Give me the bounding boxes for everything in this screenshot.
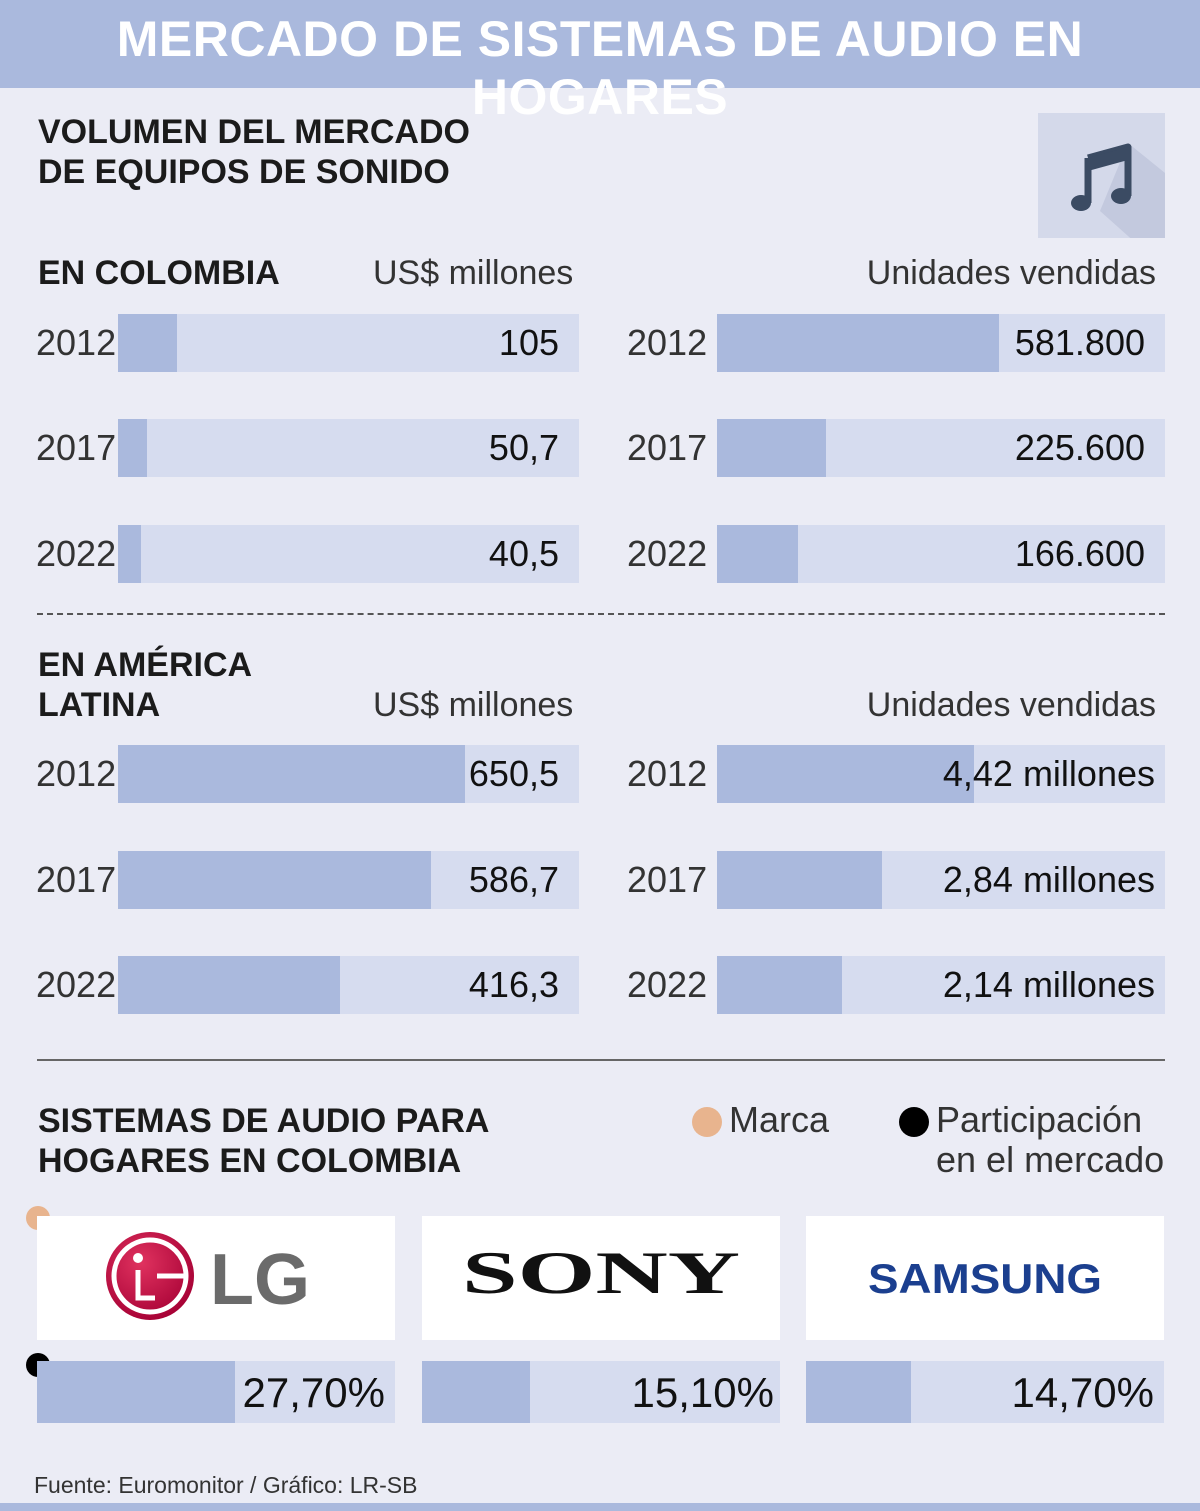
bar-value-label: 105 <box>498 322 559 363</box>
share-value-label: 27,70% <box>242 1369 385 1416</box>
bar-value-label: 2,14 millones <box>942 964 1155 1005</box>
share-track: 14,70% <box>806 1361 1164 1423</box>
bar-track: 166.600 <box>717 525 1165 583</box>
lg-logo: LG <box>106 1232 310 1320</box>
bar <box>717 525 798 583</box>
samsung-wordmark: SAMSUNG <box>868 1255 1102 1302</box>
bar <box>717 745 975 803</box>
year-label: 2012 <box>36 753 117 794</box>
music-note-icon <box>1038 113 1165 238</box>
bar <box>717 314 999 372</box>
bar-value-label: 40,5 <box>488 533 559 574</box>
legend-share-line1: Participación <box>936 1099 1143 1140</box>
sony-logo: SONY <box>462 1240 740 1306</box>
colombia-units-unit: Unidades vendidas <box>866 254 1156 292</box>
share-value-label: 15,10% <box>631 1369 774 1416</box>
bar-value-label: 650,5 <box>468 753 559 794</box>
bar <box>717 851 883 909</box>
year-label: 2022 <box>36 964 117 1005</box>
legend-share-dot <box>899 1107 929 1137</box>
share-track: 15,10% <box>422 1361 780 1423</box>
year-label: 2017 <box>36 859 117 900</box>
source-credit: Fuente: Euromonitor / Gráfico: LR-SB <box>34 1472 418 1498</box>
brand-card-lg: LG <box>37 1216 395 1340</box>
share-bar <box>422 1361 531 1423</box>
bar-value-label: 2,84 millones <box>942 859 1155 900</box>
latam-label: EN AMÉRICA LATINA <box>38 645 252 725</box>
bottom-bar <box>0 1503 1200 1511</box>
bar <box>118 956 340 1014</box>
brand-card-samsung: SAMSUNG <box>806 1216 1164 1340</box>
brands-title-line2: HOGARES EN COLOMBIA <box>38 1142 462 1180</box>
share-value-label: 14,70% <box>1011 1369 1154 1416</box>
bar-track: 2,14 millones <box>717 956 1165 1014</box>
latam-units-unit: Unidades vendidas <box>866 686 1156 724</box>
legend-brand-label: Marca <box>729 1099 830 1140</box>
brands-section-title: SISTEMAS DE AUDIO PARA HOGARES EN COLOMB… <box>38 1101 489 1181</box>
latam-usd-unit: US$ millones <box>373 686 574 724</box>
year-label: 2012 <box>36 322 117 363</box>
year-label: 2022 <box>36 533 117 574</box>
bar-value-label: 586,7 <box>468 859 559 900</box>
latam-label-line2: LATINA <box>38 686 161 724</box>
bar-track: 105 <box>118 314 579 372</box>
bar <box>118 525 141 583</box>
legend-share-line2: en el mercado <box>936 1139 1165 1180</box>
volume-title-line2: DE EQUIPOS DE SONIDO <box>38 153 450 191</box>
samsung-logo: SAMSUNG <box>868 1255 1102 1302</box>
brand-card-sony: SONY <box>422 1216 780 1340</box>
section-divider-dashed <box>37 613 1165 615</box>
bar-value-label: 166.600 <box>1014 533 1145 574</box>
volume-title-line1: VOLUMEN DEL MERCADO <box>38 113 470 151</box>
title-banner: MERCADO DE SISTEMAS DE AUDIO EN HOGARES <box>0 0 1200 125</box>
bar-track: 2,84 millones <box>717 851 1165 909</box>
latam-label-line1: EN AMÉRICA <box>38 646 253 684</box>
bar-track: 586,7 <box>118 851 579 909</box>
page-title: MERCADO DE SISTEMAS DE AUDIO EN HOGARES <box>116 11 1084 125</box>
bar-track: 50,7 <box>118 419 579 477</box>
year-label: 2012 <box>627 753 708 794</box>
share-bar <box>37 1361 236 1423</box>
bar-track: 581.800 <box>717 314 1165 372</box>
bar-value-label: 581.800 <box>1014 322 1145 363</box>
sony-wordmark: SONY <box>462 1240 740 1306</box>
bar-track: 4,42 millones <box>717 745 1165 803</box>
year-label: 2017 <box>627 859 708 900</box>
lg-wordmark: LG <box>210 1240 310 1320</box>
section-divider <box>37 1059 1165 1061</box>
bar <box>717 419 827 477</box>
bar-track: 650,5 <box>118 745 579 803</box>
share-track: 27,70% <box>37 1361 395 1423</box>
legend-brand-dot <box>692 1107 722 1137</box>
year-label: 2022 <box>627 964 708 1005</box>
colombia-usd-unit: US$ millones <box>373 254 574 292</box>
bar <box>717 956 842 1014</box>
year-label: 2017 <box>36 427 117 468</box>
colombia-label: EN COLOMBIA <box>38 254 280 292</box>
bar-track: 416,3 <box>118 956 579 1014</box>
volume-section-title: VOLUMEN DEL MERCADO DE EQUIPOS DE SONIDO <box>38 112 470 192</box>
year-label: 2022 <box>627 533 708 574</box>
share-bar <box>806 1361 912 1423</box>
bar-value-label: 50,7 <box>488 427 559 468</box>
year-label: 2012 <box>627 322 708 363</box>
brands-title-line1: SISTEMAS DE AUDIO PARA <box>38 1102 490 1140</box>
bar-track: 225.600 <box>717 419 1165 477</box>
bar-value-label: 4,42 millones <box>942 753 1155 794</box>
bar <box>118 419 147 477</box>
bar-track: 40,5 <box>118 525 579 583</box>
bar-value-label: 225.600 <box>1014 427 1145 468</box>
bar <box>118 851 431 909</box>
bar <box>118 745 465 803</box>
bar <box>118 314 178 372</box>
legend-share-label: Participación en el mercado <box>936 1100 1164 1180</box>
bar-value-label: 416,3 <box>468 964 559 1005</box>
year-label: 2017 <box>627 427 708 468</box>
